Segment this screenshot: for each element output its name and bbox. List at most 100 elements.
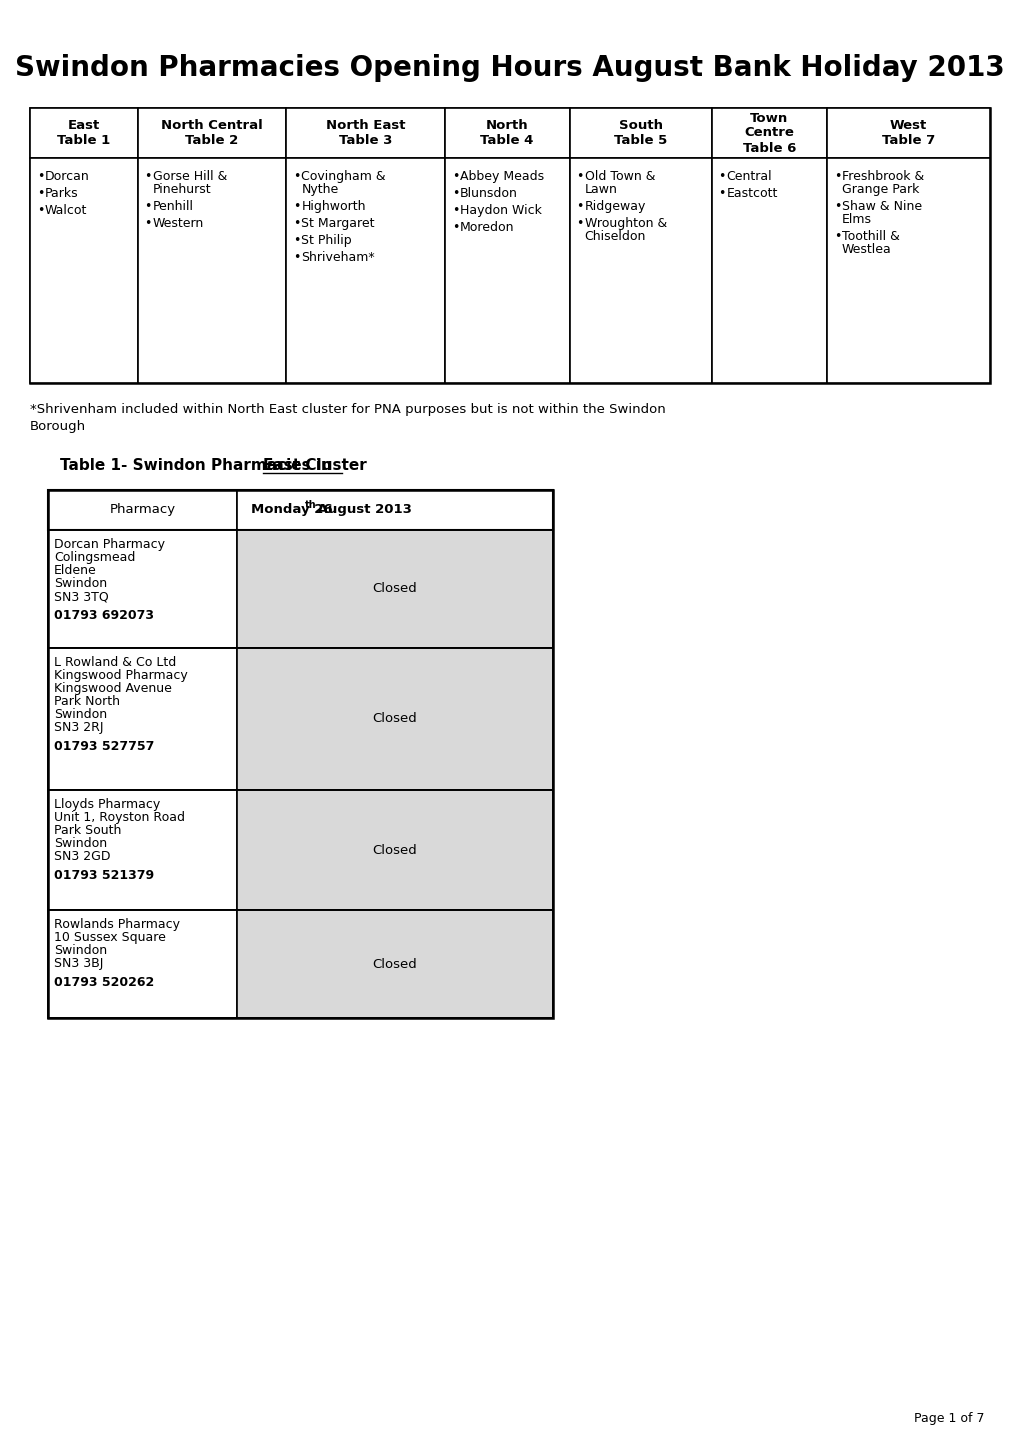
- Text: •: •: [576, 201, 583, 214]
- Text: St Philip: St Philip: [301, 234, 352, 247]
- Text: •: •: [833, 201, 841, 214]
- Text: Chiseldon: Chiseldon: [584, 229, 645, 242]
- Text: •: •: [451, 188, 459, 201]
- Bar: [48, 530, 236, 648]
- Text: Ridgeway: Ridgeway: [584, 201, 645, 214]
- Text: Swindon Pharmacies Opening Hours August Bank Holiday 2013: Swindon Pharmacies Opening Hours August …: [15, 53, 1004, 82]
- Text: Kingswood Pharmacy: Kingswood Pharmacy: [54, 670, 187, 683]
- Text: SN3 2RJ: SN3 2RJ: [54, 722, 103, 734]
- Text: Walcot: Walcot: [45, 203, 88, 216]
- Bar: [286, 108, 444, 157]
- Text: Lawn: Lawn: [584, 183, 616, 196]
- Text: •: •: [576, 170, 583, 183]
- Bar: [30, 108, 138, 157]
- Bar: [569, 108, 711, 157]
- Text: 01793 692073: 01793 692073: [54, 609, 154, 622]
- Bar: [30, 157, 138, 382]
- Text: Pharmacy: Pharmacy: [109, 504, 175, 517]
- Text: Westlea: Westlea: [841, 242, 891, 255]
- Bar: [286, 157, 444, 382]
- Text: •: •: [451, 221, 459, 234]
- Text: •: •: [37, 170, 45, 183]
- Bar: [138, 108, 286, 157]
- Text: West
Table 7: West Table 7: [880, 118, 934, 147]
- Text: •: •: [576, 216, 583, 229]
- Text: Central: Central: [726, 170, 771, 183]
- Text: •: •: [293, 251, 301, 264]
- Text: SN3 2GD: SN3 2GD: [54, 850, 110, 863]
- Bar: [48, 911, 236, 1017]
- Text: Wroughton &: Wroughton &: [584, 216, 666, 229]
- Bar: [236, 789, 552, 911]
- Text: Parks: Parks: [45, 188, 78, 201]
- Text: Freshbrook &: Freshbrook &: [841, 170, 923, 183]
- Bar: [444, 108, 569, 157]
- Bar: [48, 648, 236, 789]
- Text: Dorcan Pharmacy: Dorcan Pharmacy: [54, 538, 165, 551]
- Text: •: •: [293, 216, 301, 229]
- Text: East
Table 1: East Table 1: [57, 118, 110, 147]
- Text: Unit 1, Royston Road: Unit 1, Royston Road: [54, 811, 184, 824]
- Text: •: •: [37, 203, 45, 216]
- Bar: [48, 789, 552, 911]
- Text: th: th: [305, 501, 316, 509]
- Text: Park North: Park North: [54, 696, 120, 709]
- Text: •: •: [718, 188, 726, 201]
- Text: •: •: [145, 201, 152, 214]
- Text: •: •: [833, 229, 841, 242]
- Text: L Rowland & Co Ltd: L Rowland & Co Ltd: [54, 657, 176, 670]
- Text: Swindon: Swindon: [54, 577, 107, 590]
- Text: Pinehurst: Pinehurst: [153, 183, 211, 196]
- Text: 01793 521379: 01793 521379: [54, 869, 154, 882]
- Text: Swindon: Swindon: [54, 837, 107, 850]
- Text: 01793 520262: 01793 520262: [54, 975, 154, 988]
- Bar: [444, 157, 569, 382]
- Text: East Cluster: East Cluster: [263, 457, 367, 473]
- Bar: [826, 157, 989, 382]
- Bar: [236, 491, 552, 530]
- Bar: [236, 530, 552, 648]
- Bar: [30, 108, 989, 382]
- Text: Nythe: Nythe: [301, 183, 338, 196]
- Text: North
Table 4: North Table 4: [480, 118, 533, 147]
- Text: Gorse Hill &: Gorse Hill &: [153, 170, 226, 183]
- Text: Closed: Closed: [372, 844, 417, 857]
- Bar: [826, 108, 989, 157]
- Text: Closed: Closed: [372, 958, 417, 971]
- Text: Toothill &: Toothill &: [841, 229, 899, 242]
- Text: Dorcan: Dorcan: [45, 170, 90, 183]
- Text: Blunsdon: Blunsdon: [460, 188, 517, 201]
- Text: Abbey Meads: Abbey Meads: [460, 170, 543, 183]
- Text: Closed: Closed: [372, 583, 417, 596]
- Text: •: •: [293, 234, 301, 247]
- Text: South
Table 5: South Table 5: [613, 118, 666, 147]
- Text: Elms: Elms: [841, 214, 871, 227]
- Text: Page 1 of 7: Page 1 of 7: [914, 1413, 984, 1426]
- Text: •: •: [833, 170, 841, 183]
- Bar: [48, 530, 552, 648]
- Text: •: •: [293, 170, 301, 183]
- Text: Moredon: Moredon: [460, 221, 514, 234]
- Text: SN3 3TQ: SN3 3TQ: [54, 590, 109, 603]
- Text: Haydon Wick: Haydon Wick: [460, 203, 541, 216]
- Text: •: •: [37, 188, 45, 201]
- Text: Shriveham*: Shriveham*: [301, 251, 375, 264]
- Bar: [48, 911, 552, 1017]
- Text: •: •: [145, 170, 152, 183]
- Bar: [138, 157, 286, 382]
- Text: St Margaret: St Margaret: [301, 216, 374, 229]
- Text: North East
Table 3: North East Table 3: [325, 118, 405, 147]
- Text: August 2013: August 2013: [313, 504, 412, 517]
- Text: Kingswood Avenue: Kingswood Avenue: [54, 683, 172, 696]
- Text: 01793 527757: 01793 527757: [54, 740, 154, 753]
- Bar: [236, 911, 552, 1017]
- Bar: [569, 157, 711, 382]
- Text: North Central
Table 2: North Central Table 2: [161, 118, 263, 147]
- Text: Covingham &: Covingham &: [301, 170, 385, 183]
- Text: Swindon: Swindon: [54, 709, 107, 722]
- Text: Swindon: Swindon: [54, 944, 107, 957]
- Bar: [48, 648, 552, 789]
- Text: Eldene: Eldene: [54, 564, 97, 577]
- Text: Table 1- Swindon Pharmacies in: Table 1- Swindon Pharmacies in: [60, 457, 337, 473]
- Text: Highworth: Highworth: [301, 201, 366, 214]
